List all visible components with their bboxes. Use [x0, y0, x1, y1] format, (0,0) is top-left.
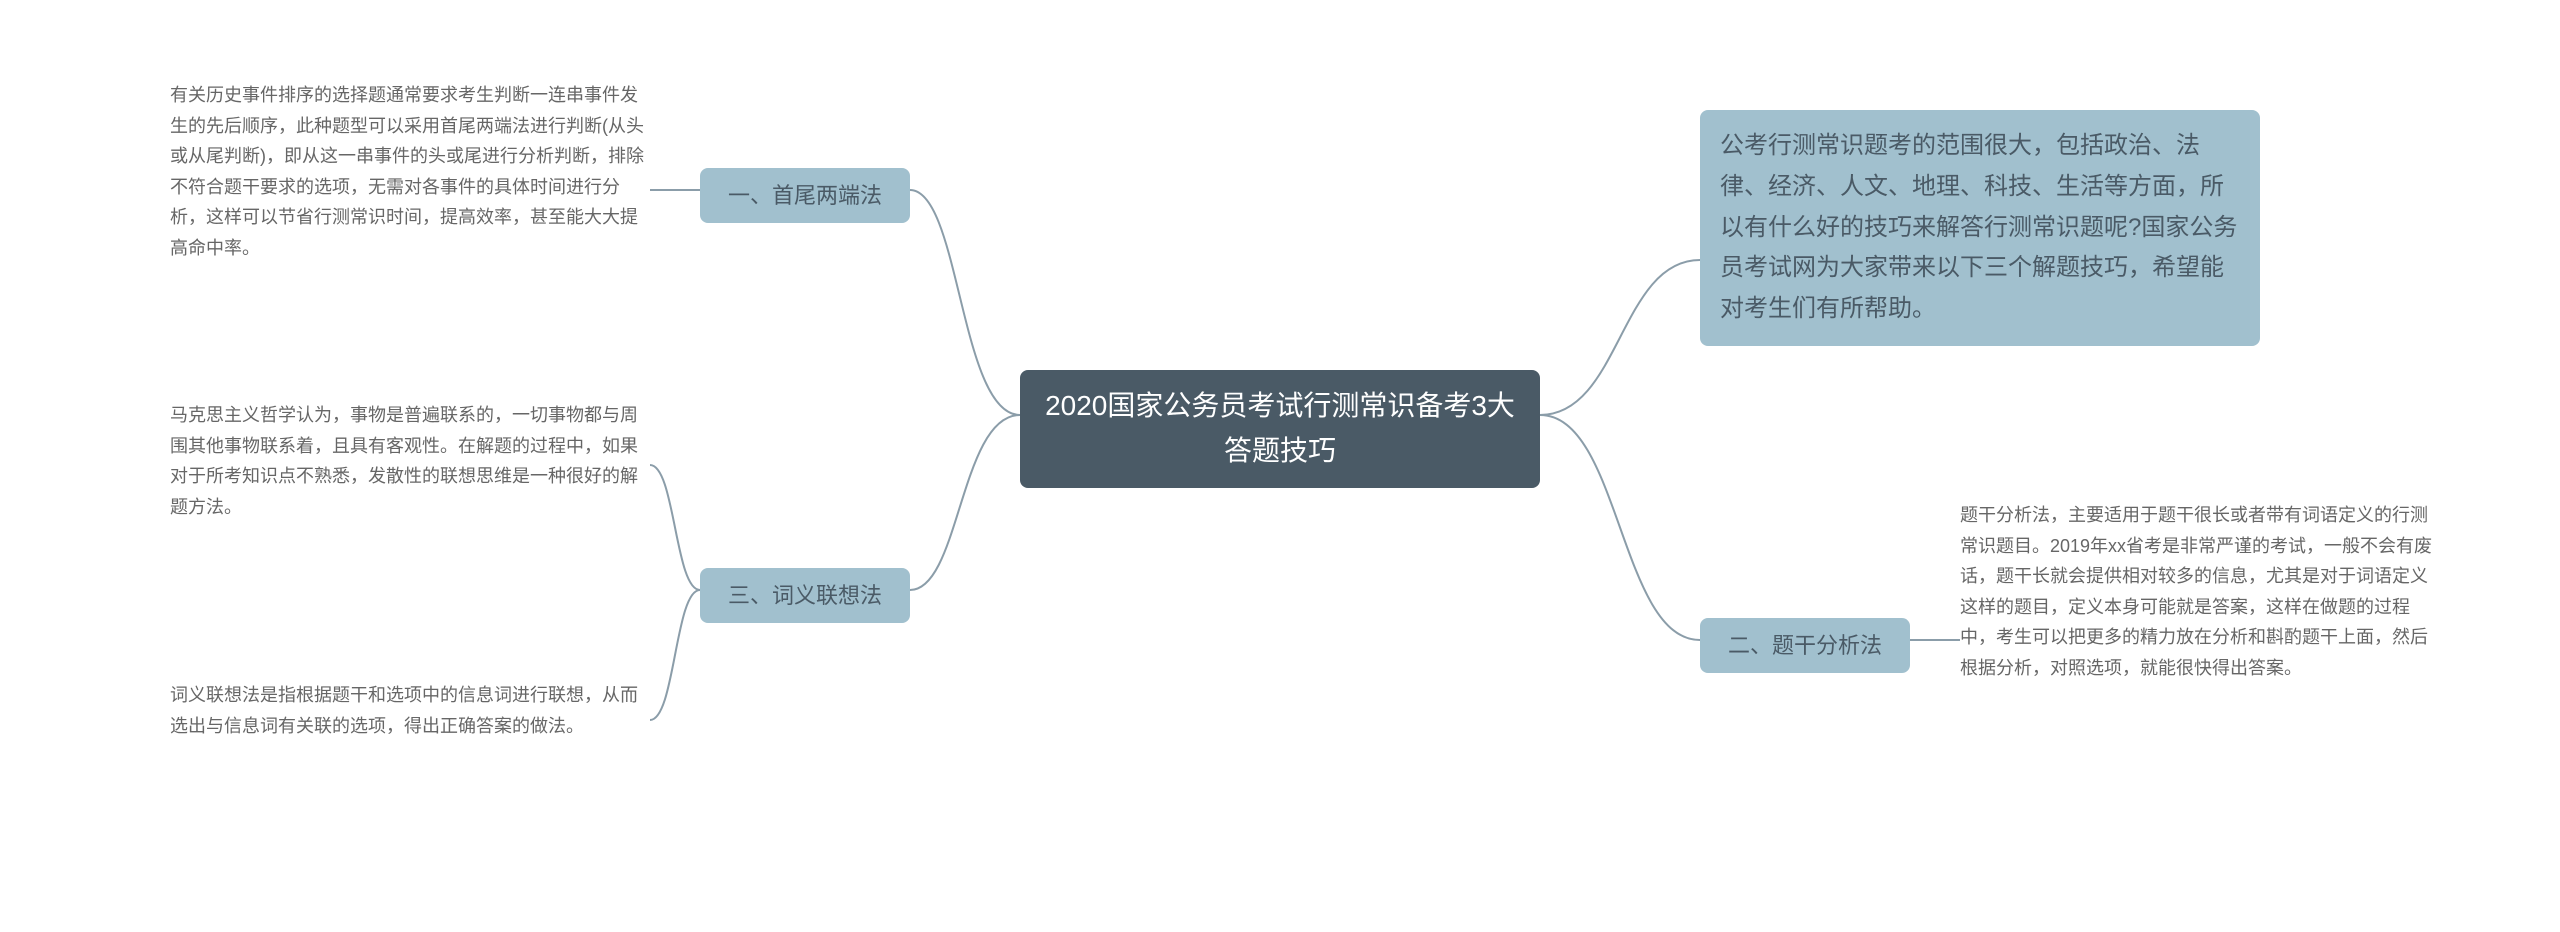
branch-node-1[interactable]: 一、首尾两端法 — [700, 168, 910, 223]
branch-3-label: 三、词义联想法 — [728, 583, 882, 608]
branch-3-detail-1: 马克思主义哲学认为，事物是普遍联系的，一切事物都与周围其他事物联系着，且具有客观… — [170, 400, 650, 522]
branch-3-detail-2-text: 词义联想法是指根据题干和选项中的信息词进行联想，从而选出与信息词有关联的选项，得… — [170, 685, 638, 736]
branch-node-3[interactable]: 三、词义联想法 — [700, 568, 910, 623]
branch-2-label: 二、题干分析法 — [1728, 633, 1882, 658]
branch-1-detail-1-text: 有关历史事件排序的选择题通常要求考生判断一连串事件发生的先后顺序，此种题型可以采… — [170, 85, 644, 258]
branch-node-2[interactable]: 二、题干分析法 — [1700, 618, 1910, 673]
mindmap-container: 2020国家公务员考试行测常识备考3大答题技巧 公考行测常识题考的范围很大，包括… — [0, 0, 2560, 932]
branch-2-detail-1: 题干分析法，主要适用于题干很长或者带有词语定义的行测常识题目。2019年xx省考… — [1960, 500, 2440, 684]
root-title: 2020国家公务员考试行测常识备考3大答题技巧 — [1045, 390, 1515, 466]
branch-2-detail-1-text: 题干分析法，主要适用于题干很长或者带有词语定义的行测常识题目。2019年xx省考… — [1960, 505, 2432, 678]
intro-node[interactable]: 公考行测常识题考的范围很大，包括政治、法律、经济、人文、地理、科技、生活等方面，… — [1700, 110, 2260, 346]
root-node[interactable]: 2020国家公务员考试行测常识备考3大答题技巧 — [1020, 370, 1540, 488]
intro-text: 公考行测常识题考的范围很大，包括政治、法律、经济、人文、地理、科技、生活等方面，… — [1720, 132, 2237, 322]
branch-1-label: 一、首尾两端法 — [728, 183, 882, 208]
branch-3-detail-2: 词义联想法是指根据题干和选项中的信息词进行联想，从而选出与信息词有关联的选项，得… — [170, 680, 650, 741]
branch-3-detail-1-text: 马克思主义哲学认为，事物是普遍联系的，一切事物都与周围其他事物联系着，且具有客观… — [170, 405, 638, 517]
branch-1-detail-1: 有关历史事件排序的选择题通常要求考生判断一连串事件发生的先后顺序，此种题型可以采… — [170, 80, 650, 264]
